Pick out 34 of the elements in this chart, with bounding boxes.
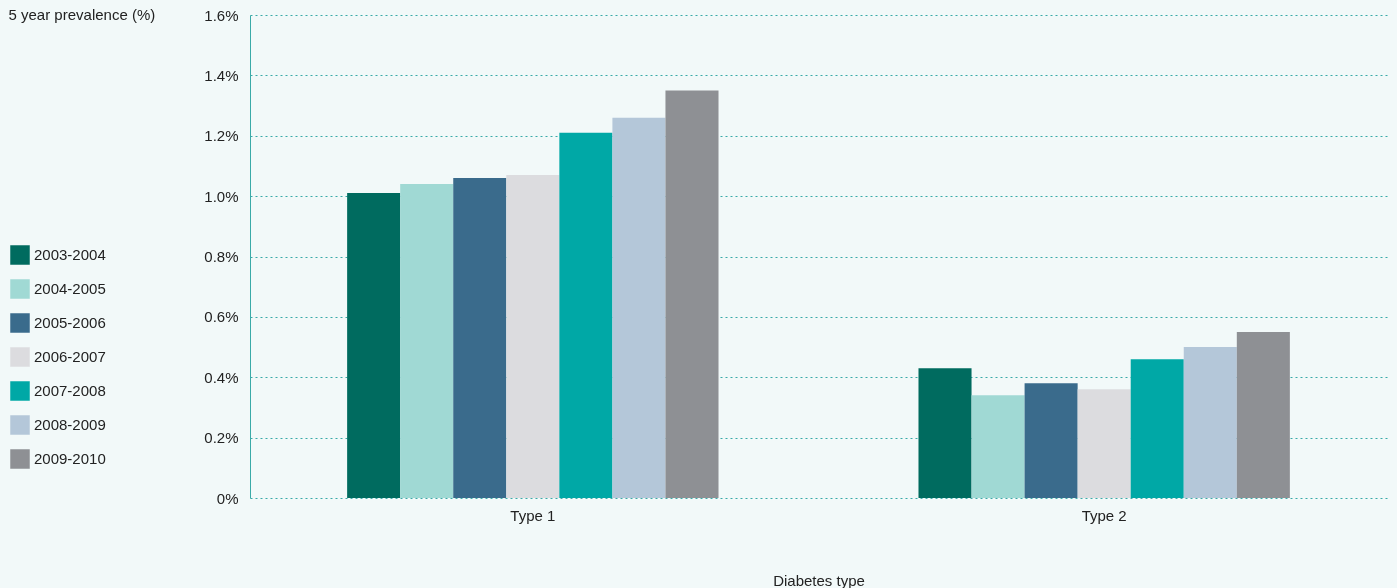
legend-label: 2003-2004 [34, 246, 106, 263]
y-tick-label: 0% [216, 489, 239, 507]
bar [453, 178, 507, 498]
bar [665, 90, 719, 498]
y-tick-label: 0.8% [204, 248, 239, 265]
bar [1183, 347, 1237, 498]
bar [559, 132, 613, 498]
bar [1024, 383, 1078, 498]
bar [918, 368, 972, 498]
legend-label: 2008-2009 [34, 416, 106, 433]
y-tick-label: 0.2% [204, 429, 239, 447]
bar [612, 117, 666, 498]
x-tick-label: Type 1 [510, 506, 556, 524]
bar [1236, 331, 1290, 498]
legend-label: 2006-2007 [34, 348, 106, 365]
bar [400, 184, 454, 498]
bar [1130, 359, 1184, 498]
y-tick-label: 1.2% [204, 127, 239, 145]
y-tick-label: 0.6% [204, 308, 239, 326]
y-tick-label: 1.4% [204, 66, 239, 84]
bar [506, 174, 560, 498]
y-tick-label: 1.0% [204, 187, 239, 205]
bar [347, 193, 401, 498]
x-axis-title: Diabetes type [773, 571, 865, 588]
y-tick-label: 0.4% [204, 368, 239, 386]
legend-label: 2005-2006 [34, 314, 106, 331]
x-tick-label: Type 2 [1081, 506, 1127, 524]
y-axis-title: 5 year prevalence (%) [8, 5, 156, 23]
bar [971, 395, 1025, 498]
legend-label: 2007-2008 [34, 382, 106, 399]
bar [1077, 389, 1131, 498]
y-tick-label: 1.6% [204, 6, 239, 24]
legend-label: 2004-2005 [34, 280, 106, 297]
legend-label: 2009-2010 [34, 450, 106, 467]
